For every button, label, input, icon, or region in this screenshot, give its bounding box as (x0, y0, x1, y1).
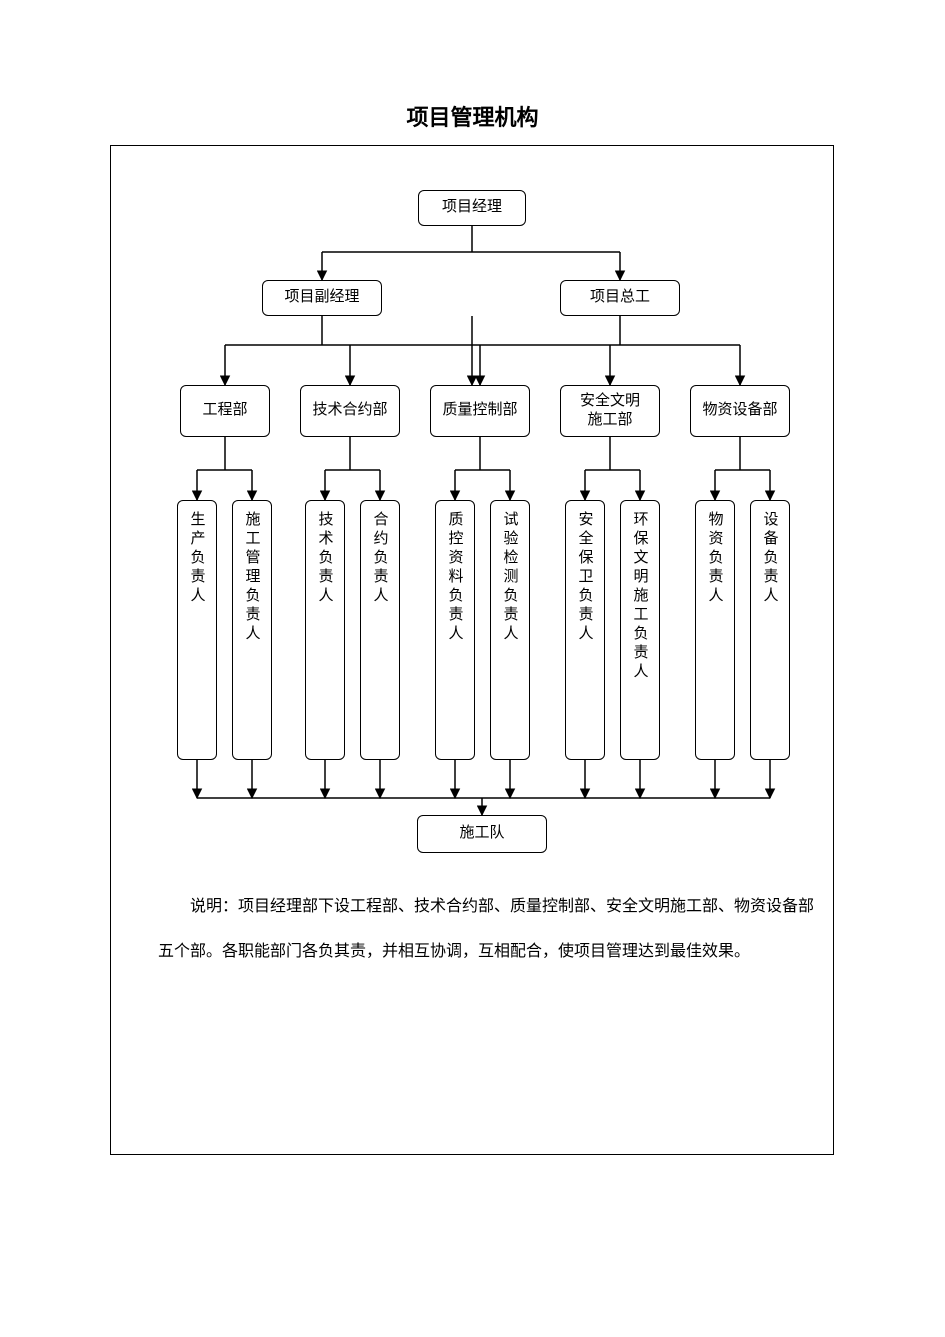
node-label: 合约负责人 (370, 511, 391, 606)
node-p9: 物资负责人 (695, 500, 735, 760)
node-p8: 环保文明施工负责人 (620, 500, 660, 760)
node-label: 设备负责人 (760, 511, 781, 606)
node-deputy: 项目副经理 (262, 280, 382, 316)
node-label: 工程部 (202, 401, 247, 421)
node-team: 施工队 (417, 815, 547, 853)
node-label: 试验检测负责人 (500, 511, 521, 644)
node-p5: 质控资料负责人 (435, 500, 475, 760)
node-root: 项目经理 (418, 190, 526, 226)
node-p6: 试验检测负责人 (490, 500, 530, 760)
node-label: 质量控制部 (442, 401, 517, 421)
node-label: 施工队 (459, 824, 504, 844)
node-dept4: 安全文明施工部 (560, 385, 660, 437)
node-label: 施工管理负责人 (242, 511, 263, 644)
node-p2: 施工管理负责人 (232, 500, 272, 760)
node-label: 物资设备部 (702, 401, 777, 421)
node-chief: 项目总工 (560, 280, 680, 316)
node-label: 项目副经理 (284, 288, 359, 308)
node-p7: 安全保卫负责人 (565, 500, 605, 760)
node-label: 物资负责人 (705, 511, 726, 606)
description-text: 说明：项目经理部下设工程部、技术合约部、质量控制部、安全文明施工部、物资设备部五… (158, 885, 818, 975)
node-dept2: 技术合约部 (300, 385, 400, 437)
node-label: 生产负责人 (187, 511, 208, 606)
node-label: 安全保卫负责人 (575, 511, 596, 644)
node-dept1: 工程部 (180, 385, 270, 437)
node-label: 技术负责人 (315, 511, 336, 606)
node-dept5: 物资设备部 (690, 385, 790, 437)
node-dept3: 质量控制部 (430, 385, 530, 437)
page-title: 项目管理机构 (0, 100, 945, 132)
node-label: 环保文明施工负责人 (630, 511, 651, 682)
page: 项目管理机构 项目经理 项目副经理 项目总工 工程部 技术合约部 质量控制部 安… (0, 0, 945, 1337)
node-label: 项目总工 (590, 288, 650, 308)
node-label: 技术合约部 (312, 401, 387, 421)
node-label: 项目经理 (442, 198, 502, 218)
node-p10: 设备负责人 (750, 500, 790, 760)
description-span: 说明：项目经理部下设工程部、技术合约部、质量控制部、安全文明施工部、物资设备部五… (158, 898, 814, 960)
node-p3: 技术负责人 (305, 500, 345, 760)
node-label: 质控资料负责人 (445, 511, 466, 644)
node-p1: 生产负责人 (177, 500, 217, 760)
node-label: 安全文明施工部 (580, 392, 640, 431)
node-p4: 合约负责人 (360, 500, 400, 760)
